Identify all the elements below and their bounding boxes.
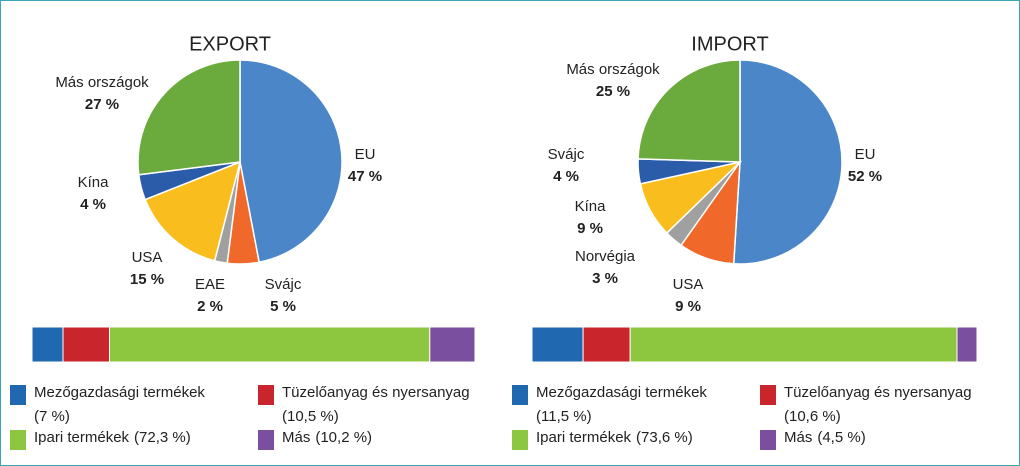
legend-value: (4,5 %) [817,429,865,446]
bar-segment [429,326,476,363]
slice-label: USA [132,249,163,266]
legend-swatch [512,385,528,405]
legend-label: Tüzelőanyag és nyersanyag [282,384,470,401]
legend-label: Mezőgazdasági termékek [536,384,707,401]
bar-segment [582,326,631,363]
slice-value: 47 % [348,168,382,185]
legend-swatch [10,385,26,405]
slice-value: 4 % [80,196,106,213]
legend-value: (10,5 %) [282,408,339,425]
slice-label: USA [673,276,704,293]
legend-label: Tüzelőanyag és nyersanyag [784,384,972,401]
legend-label: Mezőgazdasági termékek [34,384,205,401]
slice-label: Svájc [265,276,302,293]
bar-segment [956,326,978,363]
slice-value: 15 % [130,271,164,288]
pie-slice [637,59,741,163]
slice-label: EU [355,146,376,163]
legend-value: (72,3 %) [134,429,191,446]
legend-swatch [760,385,776,405]
legend-label: Ipari termékek [34,429,130,446]
slice-label: Norvégia [575,248,636,265]
slice-value: 5 % [270,298,296,315]
slice-label: EU [855,146,876,163]
slice-value: 52 % [848,168,882,185]
bar-segment [109,326,431,363]
slice-label: Kína [78,174,110,191]
legend-swatch [512,430,528,450]
legend-label: Más [784,429,812,446]
legend-value: (10,6 %) [784,408,841,425]
pie-slice [732,59,843,265]
pie-slice [239,59,343,264]
bar-segment [62,326,111,363]
bar-segment [531,326,584,363]
bar-segment [31,326,64,363]
legend-label: Más [282,429,310,446]
legend-value: (73,6 %) [636,429,693,446]
slice-value: 2 % [197,298,223,315]
pie-slice [144,160,242,262]
slice-value: 4 % [553,168,579,185]
legend-value: (10,2 %) [315,429,372,446]
slice-value: 25 % [596,83,630,100]
slice-label: Más országok [55,74,149,91]
legend-swatch [760,430,776,450]
slice-value: 9 % [577,220,603,237]
slice-label: Svájc [548,146,585,163]
slice-label: Más országok [566,61,660,78]
slice-value: 9 % [675,298,701,315]
slice-value: 27 % [85,96,119,113]
pie-slice [137,59,241,176]
slice-label: Kína [575,198,607,215]
slice-label: EAE [195,276,225,293]
legend-value: (7 %) [34,408,70,425]
bar-segment [629,326,958,363]
legend-swatch [258,430,274,450]
legend-value: (11,5 %) [536,408,592,425]
pie-title: IMPORT [691,33,768,55]
pie-title: EXPORT [189,33,271,55]
legend-label: Ipari termékek [536,429,632,446]
legend-swatch [10,430,26,450]
legend-swatch [258,385,274,405]
slice-value: 3 % [592,270,618,287]
